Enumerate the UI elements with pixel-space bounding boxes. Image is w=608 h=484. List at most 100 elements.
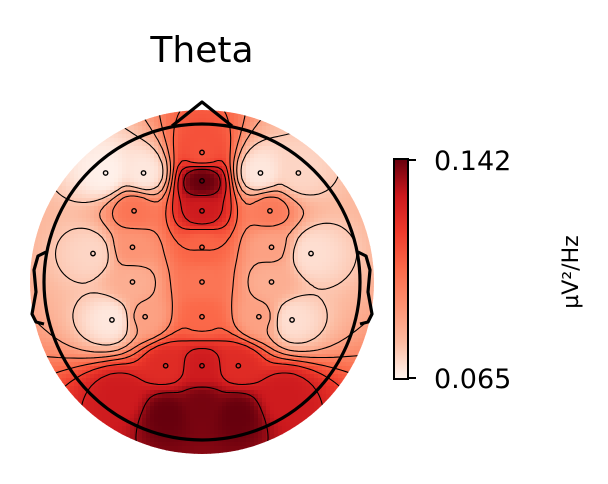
topomap-cell (110, 226, 115, 231)
topomap-cell (274, 202, 279, 207)
topomap-cell (290, 294, 295, 299)
topomap-cell (246, 178, 251, 183)
topomap-cell (46, 170, 51, 175)
topomap-cell (302, 254, 307, 259)
topomap-cell (34, 266, 39, 271)
topomap-cell (226, 282, 231, 287)
topomap-cell (194, 138, 199, 143)
topomap-cell (270, 270, 275, 275)
topomap-cell (274, 270, 279, 275)
topomap-cell (150, 214, 155, 219)
topomap-cell (274, 282, 279, 287)
topomap-cell (254, 310, 259, 315)
topomap-cell (162, 114, 167, 119)
topomap-cell (282, 190, 287, 195)
topomap-cell (262, 218, 267, 223)
topomap-cell (350, 278, 355, 283)
topomap-cell (98, 118, 103, 123)
topomap-cell (178, 274, 183, 279)
topomap-cell (102, 294, 107, 299)
topomap-cell (362, 114, 367, 119)
topomap-cell (182, 138, 187, 143)
topomap-cell (86, 118, 91, 123)
topomap-cell (190, 282, 195, 287)
topomap-cell (38, 206, 43, 211)
topomap-cell (98, 286, 103, 291)
topomap-cell (242, 226, 247, 231)
topomap-cell (178, 134, 183, 139)
topomap-cell (210, 298, 215, 303)
topomap-cell (238, 198, 243, 203)
topomap-cell (42, 218, 47, 223)
topomap-cell (162, 254, 167, 259)
topomap-cell (214, 162, 219, 167)
topomap-cell (358, 218, 363, 223)
topomap-cell (138, 206, 143, 211)
topomap-cell (358, 138, 363, 143)
topomap-cell (174, 290, 179, 295)
topomap-cell (334, 170, 339, 175)
topomap-cell (162, 310, 167, 315)
topomap-cell (58, 326, 63, 331)
topomap-cell (234, 238, 239, 243)
topomap-cell (258, 290, 263, 295)
topomap-cell (294, 198, 299, 203)
topomap-cell (146, 150, 151, 155)
topomap-cell (154, 194, 159, 199)
topomap-cell (150, 146, 155, 151)
topomap-cell (174, 314, 179, 319)
topomap-cell (126, 258, 131, 263)
topomap-cell (350, 254, 355, 259)
topomap-cell (294, 286, 299, 291)
topomap-cell (142, 214, 147, 219)
topomap-cell (266, 150, 271, 155)
topomap-cell (222, 318, 227, 323)
topomap-cell (302, 234, 307, 239)
topomap-cell (250, 238, 255, 243)
topomap-cell (158, 294, 163, 299)
topomap-cell (206, 274, 211, 279)
topomap-cell (114, 170, 119, 175)
topomap-cell (46, 210, 51, 215)
topomap-cell (218, 246, 223, 251)
topomap-cell (30, 158, 35, 163)
topomap-cell (102, 162, 107, 167)
topomap-cell (282, 282, 287, 287)
topomap-cell (106, 266, 111, 271)
topomap-cell (338, 114, 343, 119)
topomap-cell (318, 118, 323, 123)
topomap-cell (266, 310, 271, 315)
topomap-cell (210, 234, 215, 239)
topomap-cell (226, 294, 231, 299)
topomap-cell (194, 126, 199, 131)
topomap-cell (346, 170, 351, 175)
topomap-cell (74, 122, 79, 127)
topomap-cell (278, 174, 283, 179)
topomap-cell (302, 334, 307, 339)
topomap-cell (122, 226, 127, 231)
topomap-cell (114, 270, 119, 275)
topomap-cell (294, 210, 299, 215)
topomap-cell (234, 302, 239, 307)
topomap-cell (330, 210, 335, 215)
topomap-cell (122, 270, 127, 275)
topomap-cell (350, 210, 355, 215)
topomap-cell (262, 262, 267, 267)
topomap-cell (358, 234, 363, 239)
topomap-cell (106, 178, 111, 183)
topomap-cell (286, 122, 291, 127)
topomap-cell (98, 242, 103, 247)
topomap-cell (90, 174, 95, 179)
topomap-cell (290, 238, 295, 243)
topomap-cell (306, 154, 311, 159)
topomap-cell (274, 278, 279, 283)
topomap-cell (94, 206, 99, 211)
topomap-cell (38, 150, 43, 155)
topomap-cell (210, 294, 215, 299)
topomap-cell (118, 158, 123, 163)
topomap-cell (186, 230, 191, 235)
topomap-cell (146, 238, 151, 243)
topomap-cell (334, 214, 339, 219)
topomap-cell (282, 198, 287, 203)
topomap-cell (326, 298, 331, 303)
